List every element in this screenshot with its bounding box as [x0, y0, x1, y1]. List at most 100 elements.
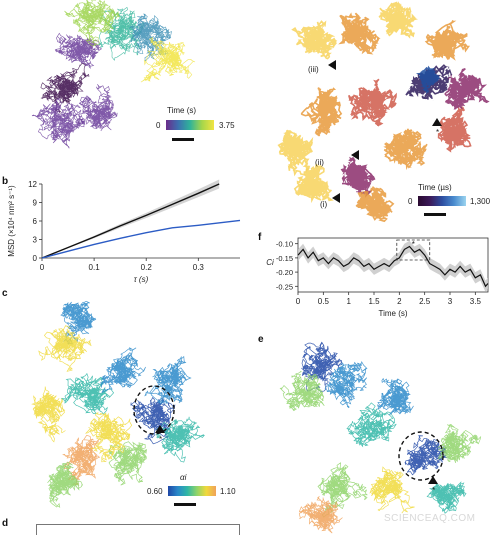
panel-top-right-trajectory-segment	[437, 105, 472, 153]
panel-f-envelope	[298, 240, 488, 292]
panel-e-star: *	[432, 486, 436, 495]
panel-f-y-tick-label: -0.15	[276, 254, 293, 263]
panel-b-y-tick-label: 0	[33, 254, 38, 263]
arrow-iii-icon	[328, 60, 336, 70]
panel-a-scale-bar	[172, 138, 194, 141]
panel-top-right-trajectory	[277, 1, 490, 223]
panel-top-right-colorbar	[418, 196, 466, 206]
panel-e-arrow-icon	[428, 476, 438, 484]
watermark: SCIENCEAQ.COM	[384, 513, 476, 524]
panel-b-y-tick-label: 3	[33, 236, 38, 245]
panel-c-trajectory-segment	[107, 441, 148, 486]
panel-a-colorbar-min: 0	[156, 121, 161, 130]
panel-e-trajectory-segment	[369, 466, 415, 514]
panel-f-x-tick-label: 1.5	[368, 297, 380, 306]
panel-c-letter: c	[2, 288, 8, 299]
panel-a-trajectory	[31, 0, 196, 149]
panel-c-trajectory-segment	[62, 434, 101, 485]
panel-b-y-tick-label: 12	[28, 180, 37, 189]
panel-e-dashed-circle	[398, 431, 444, 481]
panel-f-star: *	[412, 240, 415, 249]
panel-a-trajectory-segment	[31, 98, 86, 149]
panel-top-right-trajectory-segment	[383, 128, 428, 171]
panel-top-right-dashed-circle	[405, 55, 451, 101]
panel-c-colorbar-min: 0.60	[147, 487, 163, 496]
panel-c-trajectory-segment	[31, 386, 66, 443]
panel-top-right-colorbar-min: 0	[408, 197, 413, 206]
panel-f-x-tick-label: 0.5	[318, 297, 330, 306]
label-i: (i)	[320, 200, 328, 209]
panel-top-right-trajectory-segment	[277, 129, 314, 177]
panel-b-y-tick-label: 6	[33, 217, 38, 226]
panel-top-right-trajectory-segment	[378, 1, 418, 39]
panel-f-series-line	[297, 245, 489, 288]
panel-a-trajectory-segment	[40, 62, 90, 114]
panel-c-dashed-circle	[133, 385, 175, 435]
panel-c-trajectory-segment	[38, 325, 92, 372]
panel-a-colorbar	[166, 120, 214, 130]
panel-e-trajectory-segment	[346, 402, 397, 448]
panel-top-right-blue-core-segment	[415, 65, 440, 95]
panel-top-right-trajectory-segment	[443, 68, 490, 110]
panel-c-trajectory-segment	[155, 416, 206, 463]
panel-b-x-label: τ (s)	[134, 275, 149, 284]
panel-b-y-label: MSD (×10⁴ nm² s⁻¹)	[7, 185, 16, 257]
arrow-star-icon	[432, 118, 442, 126]
panel-d-letter: d	[2, 518, 9, 529]
panel-a-colorbar-max: 3.75	[219, 121, 235, 130]
panel-c-arrow-icon	[155, 425, 165, 433]
panel-e-trajectory-segment	[298, 495, 343, 534]
panel-a-trajectory-segment	[54, 32, 103, 69]
panel-e-trajectory-segment	[377, 377, 414, 416]
panel-a-trajectory-segment	[64, 0, 121, 47]
panel-top-right-colorbar-max: 1,300	[470, 197, 491, 206]
arrow-i-icon	[332, 193, 340, 203]
panel-f-chart: -0.10 -0.15 -0.20 -0.250 0.5 1 1.5 2 2.5 3 3.5 * Ci T…	[266, 237, 489, 318]
panel-c-trajectory-segment	[144, 355, 192, 405]
panel-c-trajectory-segment	[47, 461, 84, 508]
panel-top-right-dashed-circle-2	[344, 158, 378, 192]
panel-f-y-label: Ci	[266, 258, 274, 267]
panel-f-x-label: Time (s)	[378, 309, 407, 318]
panel-top-right-trajectory-segment	[291, 20, 338, 60]
panel-b-x-tick-label: 0	[40, 263, 45, 272]
panel-f-y-tick-label: -0.25	[276, 282, 293, 291]
panel-f-x-tick-label: 0	[296, 297, 301, 306]
panel-b-x-tick-label: 0.3	[193, 263, 205, 272]
panel-top-right-trajectory-segment	[424, 20, 471, 61]
panel-f-x-tick-label: 1	[346, 297, 351, 306]
panel-c-trajectory	[31, 300, 206, 508]
panel-c-star: *	[159, 435, 163, 444]
label-ii: (ii)	[315, 158, 324, 167]
label-iii: (iii)	[308, 65, 319, 74]
panel-c-colorbar	[168, 486, 216, 496]
panel-a-colorbar-title: Time (s)	[167, 106, 197, 115]
panel-c-trajectory-segment	[84, 412, 133, 463]
panel-b-envelope	[42, 179, 220, 258]
panel-b-x-tick-label: 0.2	[141, 263, 153, 272]
panel-f-letter: f	[258, 232, 262, 243]
panel-a-trajectory-segment	[140, 36, 196, 83]
panel-f-x-tick-label: 2.5	[419, 297, 431, 306]
panel-c-trajectory-segment	[60, 372, 115, 415]
panel-top-right-colorbar-title: Time (µs)	[418, 183, 452, 192]
panel-b-letter: b	[2, 176, 9, 187]
panel-e-trajectory-segment	[426, 481, 467, 514]
panel-c-trajectory-segment	[130, 396, 176, 445]
panel-e-letter: e	[258, 334, 264, 345]
panel-top-right-scale-bar	[424, 213, 446, 216]
panel-c-trajectory-segment	[100, 347, 146, 393]
label-star-top-right: *	[436, 128, 440, 137]
panel-e-trajectory	[279, 341, 482, 534]
panel-e-trajectory-segment	[301, 341, 343, 392]
panel-f-y-tick-label: -0.20	[276, 268, 293, 277]
arrow-ii-icon	[351, 150, 359, 160]
panel-c-colorbar-max: 1.10	[220, 487, 236, 496]
panel-c-scale-bar	[174, 503, 196, 506]
panel-e-trajectory-segment	[404, 435, 448, 476]
panel-a-trajectory-segment	[76, 84, 118, 132]
panel-b-chart: 0 3 6 9 12 0 0.1 0.2 0.3 MSD (×10⁴ nm² s⁻¹) τ (s)	[7, 179, 241, 284]
panel-a-trajectory-segment	[128, 13, 172, 62]
panel-e-trajectory-segment	[317, 462, 368, 518]
panel-f-x-tick-label: 3.5	[470, 297, 482, 306]
